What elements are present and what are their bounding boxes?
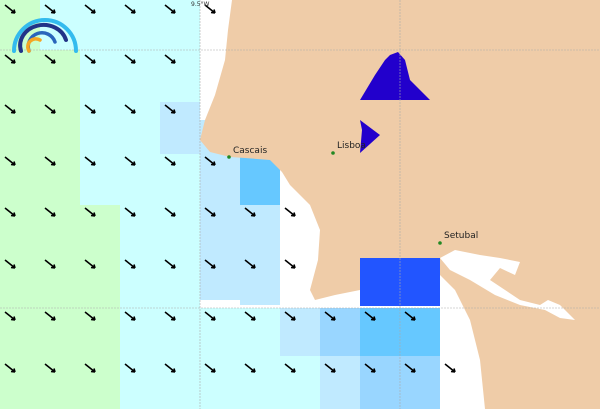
lisboa-estuary-navy xyxy=(360,52,430,153)
wind-arrow-icon xyxy=(4,104,16,114)
wind-arrow-icon xyxy=(164,311,176,321)
lisboa-marker xyxy=(331,151,335,155)
wind-arrow-icon xyxy=(244,363,256,373)
estuary-south-water xyxy=(440,250,575,320)
wind-arrow-icon xyxy=(44,259,56,269)
cell-light-blue xyxy=(240,205,280,255)
wind-arrow-icon xyxy=(204,4,216,14)
wind-arrow-icon xyxy=(4,311,16,321)
wind-arrow-icon xyxy=(84,311,96,321)
wind-arrow-icon xyxy=(204,311,216,321)
wind-arrow-icon xyxy=(324,363,336,373)
place-markers xyxy=(227,151,442,245)
rainbow-logo-icon xyxy=(12,18,78,53)
wind-arrow-icon xyxy=(164,259,176,269)
wind-arrow-icon xyxy=(84,156,96,166)
wind-arrow-icon xyxy=(124,207,136,217)
wind-arrow-icon xyxy=(364,363,376,373)
wind-arrow-icon xyxy=(4,363,16,373)
wind-arrow-icon xyxy=(124,54,136,64)
cell-green xyxy=(0,205,120,409)
wind-arrow-icon xyxy=(284,311,296,321)
wind-arrow-icon xyxy=(364,311,376,321)
cell-pale xyxy=(200,308,280,409)
wind-arrow-icon xyxy=(124,363,136,373)
graticule-label: 9.5°W xyxy=(191,1,210,8)
setubal-marker xyxy=(438,241,442,245)
wind-arrow-icon xyxy=(164,4,176,14)
wind-arrow-icon xyxy=(44,54,56,64)
wind-arrow-icon xyxy=(404,363,416,373)
wind-arrow-icon xyxy=(444,363,456,373)
wind-arrow-icon xyxy=(284,207,296,217)
cell-mid-blue xyxy=(320,308,360,356)
cell-green xyxy=(0,50,80,205)
cascais-marker xyxy=(227,155,231,159)
cell-light-blue xyxy=(280,308,320,356)
wind-arrow-icon xyxy=(44,156,56,166)
wind-arrow-icon xyxy=(164,156,176,166)
wind-arrow-icon xyxy=(44,207,56,217)
wind-arrow-icon xyxy=(204,259,216,269)
cell-light-blue xyxy=(160,102,200,154)
wind-arrow-icon xyxy=(84,259,96,269)
wind-arrow-icon xyxy=(124,156,136,166)
wind-arrow-icon xyxy=(284,259,296,269)
wind-arrow-icon xyxy=(4,207,16,217)
wind-arrow-icon xyxy=(404,311,416,321)
wind-arrow-icon xyxy=(4,156,16,166)
wind-arrow-icon xyxy=(164,104,176,114)
cell-light-blue xyxy=(240,255,280,305)
wind-arrow-icon xyxy=(244,311,256,321)
wind-arrow-icon xyxy=(324,311,336,321)
wind-arrow-icon xyxy=(164,363,176,373)
wind-arrow-icon xyxy=(204,363,216,373)
wind-arrow-icon xyxy=(44,104,56,114)
wind-arrow-icon xyxy=(124,4,136,14)
wind-arrow-layer xyxy=(4,4,456,373)
place-label-lisboa: Lisboa xyxy=(337,141,366,151)
wind-arrow-icon xyxy=(244,207,256,217)
wind-arrow-icon xyxy=(84,104,96,114)
wind-arrow-icon xyxy=(44,4,56,14)
wind-arrow-icon xyxy=(84,4,96,14)
wind-arrow-icon xyxy=(4,54,16,64)
wind-arrow-icon xyxy=(84,363,96,373)
wind-arrow-icon xyxy=(124,259,136,269)
wind-arrow-icon xyxy=(124,104,136,114)
wind-arrow-icon xyxy=(164,54,176,64)
wind-arrow-icon xyxy=(284,363,296,373)
wind-arrow-icon xyxy=(204,156,216,166)
wind-arrow-icon xyxy=(44,363,56,373)
wind-arrow-icon xyxy=(4,259,16,269)
place-label-cascais: Cascais xyxy=(233,146,268,156)
wind-arrow-icon xyxy=(4,4,16,14)
wind-arrow-icon xyxy=(84,207,96,217)
wind-arrow-icon xyxy=(164,207,176,217)
wind-arrow-icon xyxy=(84,54,96,64)
wind-arrow-icon xyxy=(124,311,136,321)
wind-arrow-icon xyxy=(244,259,256,269)
wind-arrow-icon xyxy=(204,207,216,217)
wind-arrow-icon xyxy=(44,311,56,321)
place-label-setubal: Setubal xyxy=(444,231,479,241)
